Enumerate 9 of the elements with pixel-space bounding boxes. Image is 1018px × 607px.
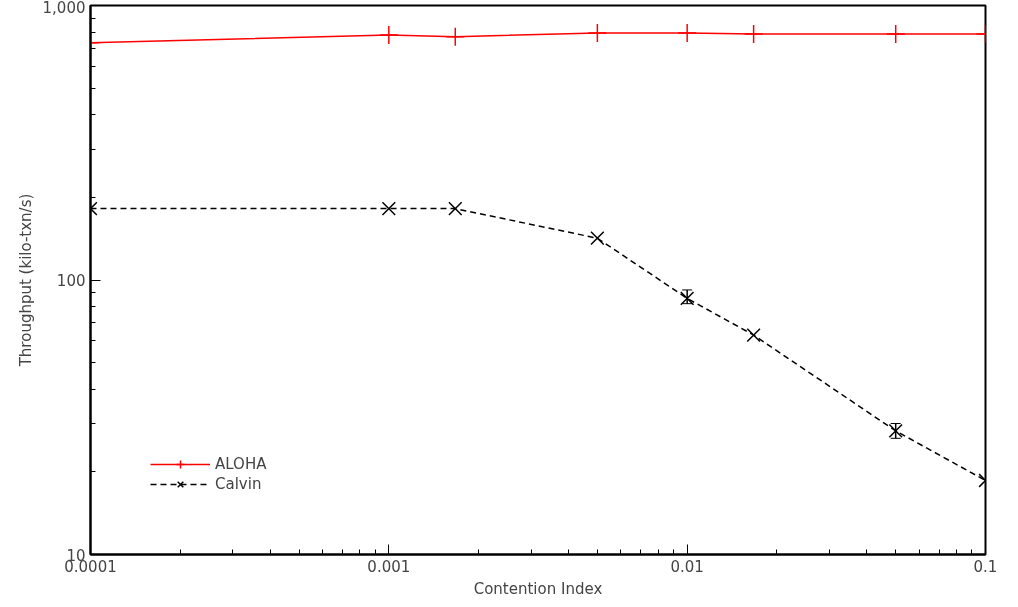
- x-tick-label: 0.1: [973, 557, 998, 576]
- y-tick-label: 1,000: [42, 0, 86, 17]
- x-tick-label: 0.001: [367, 557, 411, 576]
- y-axis-title: Throughput (kilo-txn/s): [16, 193, 35, 368]
- x-tick-label: 0.01: [670, 557, 704, 576]
- legend-label: Calvin: [215, 475, 262, 493]
- legend-label: ALOHA: [215, 455, 267, 473]
- x-axis-title: Contention Index: [473, 579, 603, 598]
- y-tick-label: 100: [56, 272, 86, 290]
